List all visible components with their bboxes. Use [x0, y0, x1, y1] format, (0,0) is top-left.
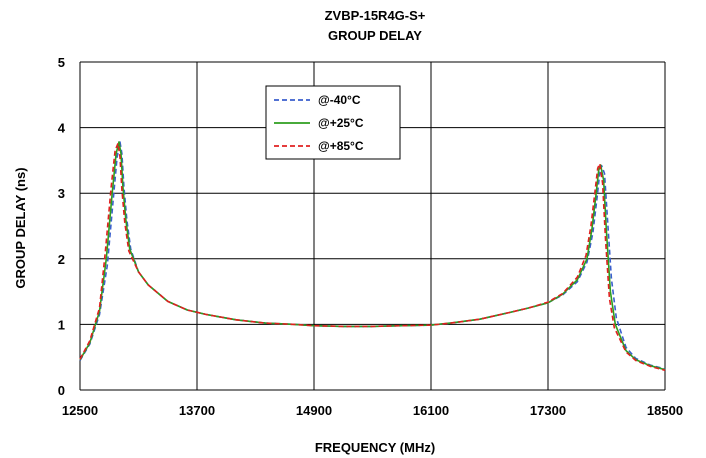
x-tick-label: 13700 — [179, 403, 215, 418]
x-tick-label: 14900 — [296, 403, 332, 418]
chart-title: ZVBP-15R4G-S+ — [325, 8, 426, 23]
legend: @-40°C @+25°C @+85°C — [265, 85, 401, 160]
tick-labels: 12500 13700 14900 16100 17300 18500 0 1 2 3 4 5 — [58, 55, 683, 418]
y-tick-label: 1 — [58, 317, 65, 332]
y-tick-label: 5 — [58, 55, 65, 70]
legend-label-1: @-40°C — [318, 93, 361, 107]
series-line-1 — [79, 141, 666, 370]
legend-label-3: @+85°C — [318, 139, 364, 153]
x-tick-label: 18500 — [647, 403, 683, 418]
x-tick-label: 17300 — [530, 403, 566, 418]
x-tick-label: 16100 — [413, 403, 449, 418]
y-tick-label: 0 — [58, 383, 65, 398]
series-line-2 — [79, 141, 666, 371]
series-line-3 — [79, 142, 666, 372]
x-tick-label: 12500 — [62, 403, 98, 418]
legend-label-2: @+25°C — [318, 116, 364, 130]
series-lines — [79, 141, 666, 372]
x-axis-title: FREQUENCY (MHz) — [315, 440, 435, 455]
y-tick-label: 4 — [58, 121, 66, 136]
y-axis-title: GROUP DELAY (ns) — [13, 167, 28, 288]
y-tick-label: 3 — [58, 186, 65, 201]
chart-subtitle: GROUP DELAY — [328, 28, 422, 43]
y-tick-label: 2 — [58, 252, 65, 267]
